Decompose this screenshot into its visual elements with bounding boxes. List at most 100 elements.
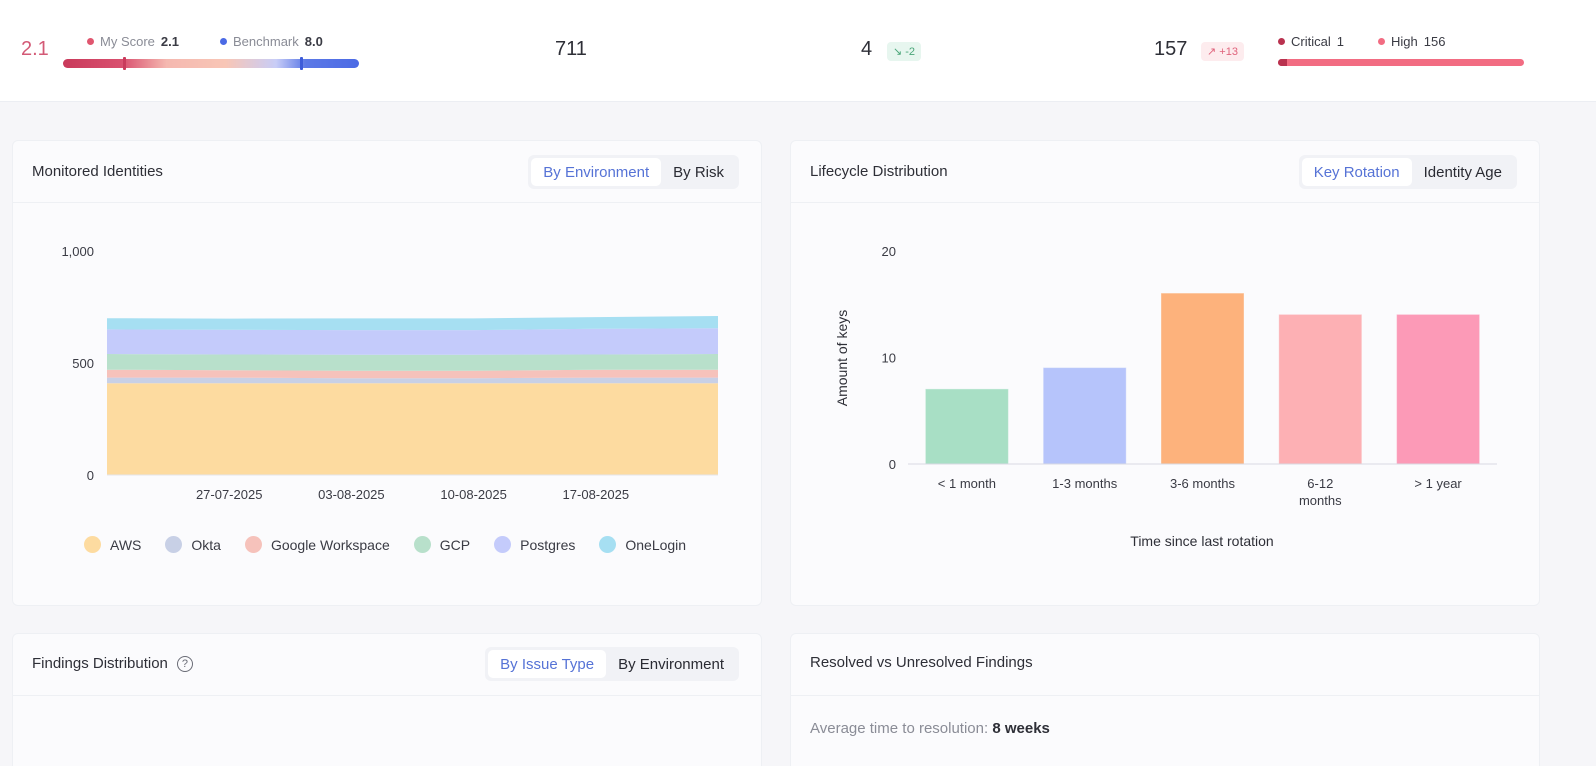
high-legend: High 156 — [1378, 34, 1445, 49]
area-series-gcp — [107, 354, 718, 371]
view-toggle: By Issue Type By Environment — [485, 647, 739, 681]
summary-bar: 2.1 My Score 2.1 Benchmark 8.0 711 4 ↘ -… — [0, 0, 1596, 102]
tab-identity-age[interactable]: Identity Age — [1423, 163, 1502, 181]
card-title-text: Lifecycle Distribution — [810, 163, 948, 180]
y-axis-title: Amount of keys — [834, 310, 850, 407]
metric-b-value: 4 — [861, 38, 873, 60]
tab-by-environment[interactable]: By Environment — [618, 655, 724, 673]
avg-value: 8 weeks — [992, 720, 1050, 737]
monitored-identities-chart: 0 500 1,000 27-07-2025 03-08-2025 10-08-2025 1… — [61, 244, 718, 502]
x-tick-label: 6-12 — [1307, 476, 1333, 491]
legend-label: OneLogin — [625, 536, 687, 553]
x-tick-label: < 1 month — [938, 476, 996, 491]
my-score-legend: My Score 2.1 — [87, 34, 179, 49]
legend-item[interactable]: GCP — [413, 536, 471, 553]
benchmark-legend: Benchmark 8.0 — [220, 34, 323, 49]
severity-bar — [1278, 59, 1524, 66]
area-series-aws — [107, 383, 718, 475]
tab-key-rotation[interactable]: Key Rotation — [1301, 158, 1412, 186]
critical-legend: Critical 1 — [1278, 34, 1344, 49]
card-header: Monitored Identities By Environment By R… — [13, 141, 761, 203]
y-tick-label: 500 — [72, 356, 94, 371]
benchmark-dot — [220, 38, 227, 45]
x-tick-label: 27-07-2025 — [196, 487, 263, 502]
card-title: Lifecycle Distribution — [810, 163, 948, 180]
findings-trend-badge: ↗ +13 — [1201, 42, 1244, 61]
chart-legend: AWS Okta Google Workspace GCP Postgres OneLog… — [84, 536, 686, 553]
legend-item[interactable]: Google Workspace — [244, 536, 390, 553]
tab-by-risk[interactable]: By Risk — [673, 163, 724, 181]
score-value: 2.1 — [21, 38, 49, 60]
bar-2 — [1043, 367, 1127, 465]
question-circle-icon[interactable]: ? — [176, 655, 193, 672]
y-tick-label: 1,000 — [61, 244, 94, 259]
benchmark-label: Benchmark — [233, 34, 299, 49]
x-tick-label: 10-08-2025 — [440, 487, 507, 502]
avg-label: Average time to resolution: — [810, 720, 989, 737]
legend-color-dot — [413, 536, 431, 553]
legend-item[interactable]: AWS — [84, 536, 141, 553]
bar-5 — [1396, 314, 1480, 465]
benchmark-value: 8.0 — [304, 34, 323, 49]
legend-color-dot — [84, 536, 101, 553]
card-header: Lifecycle Distribution Key Rotation Iden… — [791, 141, 1539, 203]
benchmark-marker — [300, 57, 303, 70]
y-tick-label: 0 — [889, 457, 896, 472]
bar-1 — [925, 388, 1009, 465]
legend-label: Google Workspace — [270, 536, 390, 553]
legend-color-dot — [494, 536, 512, 553]
high-dot — [1378, 38, 1385, 45]
legend-item[interactable]: OneLogin — [599, 536, 686, 553]
card-title: Monitored Identities — [32, 163, 163, 180]
high-label: High — [1391, 34, 1418, 49]
view-toggle: Key Rotation Identity Age — [1298, 155, 1517, 189]
bar-4 — [1278, 314, 1362, 465]
legend-item[interactable]: Postgres — [494, 536, 575, 553]
y-tick-label: 0 — [87, 468, 94, 483]
severity-bar-critical — [1278, 59, 1287, 66]
my-score-dot — [87, 38, 94, 45]
view-toggle: By Environment By Risk — [528, 155, 739, 189]
card-title-text: Monitored Identities — [32, 163, 163, 180]
card-title: Resolved vs Unresolved Findings — [810, 654, 1033, 671]
critical-dot — [1278, 38, 1285, 45]
findings-count: 157 — [1154, 38, 1188, 60]
identities-count: 711 — [555, 38, 587, 60]
high-value: 156 — [1423, 34, 1446, 49]
legend-item[interactable]: Okta — [165, 536, 221, 553]
critical-label: Critical — [1291, 34, 1331, 49]
legend-color-dot — [599, 536, 617, 553]
x-tick-label: months — [1299, 493, 1342, 508]
area-series-onelogin — [107, 316, 718, 331]
bar-3 — [1161, 293, 1244, 465]
x-axis-title: Time since last rotation — [1130, 533, 1273, 549]
x-tick-label: > 1 year — [1414, 476, 1462, 491]
metric-b-trend-badge: ↘ -2 — [887, 42, 922, 61]
card-title-text: Resolved vs Unresolved Findings — [810, 654, 1033, 671]
legend-color-dot — [165, 536, 183, 553]
area-series-okta — [107, 377, 718, 384]
legend-label: Postgres — [520, 536, 576, 553]
tab-by-environment[interactable]: By Environment — [531, 158, 662, 186]
average-resolution-time: Average time to resolution: 8 weeks — [810, 720, 1050, 737]
card-title-text: Findings Distribution — [32, 655, 168, 672]
score-benchmark-bar — [63, 57, 359, 70]
area-series-google-workspace — [107, 369, 718, 379]
resolved-vs-unresolved-card: Resolved vs Unresolved Findings Average … — [790, 633, 1540, 766]
findings-distribution-card: Findings Distribution ? By Issue Type By… — [12, 633, 762, 766]
critical-value: 1 — [1336, 34, 1344, 49]
y-tick-label: 20 — [882, 244, 896, 259]
y-tick-label: 10 — [882, 351, 896, 366]
legend-label: GCP — [439, 536, 471, 553]
card-header: Findings Distribution ? By Issue Type By… — [13, 634, 761, 696]
tab-by-issue-type[interactable]: By Issue Type — [488, 650, 607, 678]
legend-label: AWS — [110, 536, 142, 553]
x-tick-label: 03-08-2025 — [318, 487, 385, 502]
card-header: Resolved vs Unresolved Findings — [791, 634, 1539, 696]
x-tick-label: 17-08-2025 — [563, 487, 630, 502]
my-score-value: 2.1 — [160, 34, 179, 49]
area-series-postgres — [107, 328, 718, 355]
legend-color-dot — [244, 536, 262, 553]
card-title: Findings Distribution ? — [32, 655, 193, 672]
my-score-marker — [123, 57, 126, 70]
